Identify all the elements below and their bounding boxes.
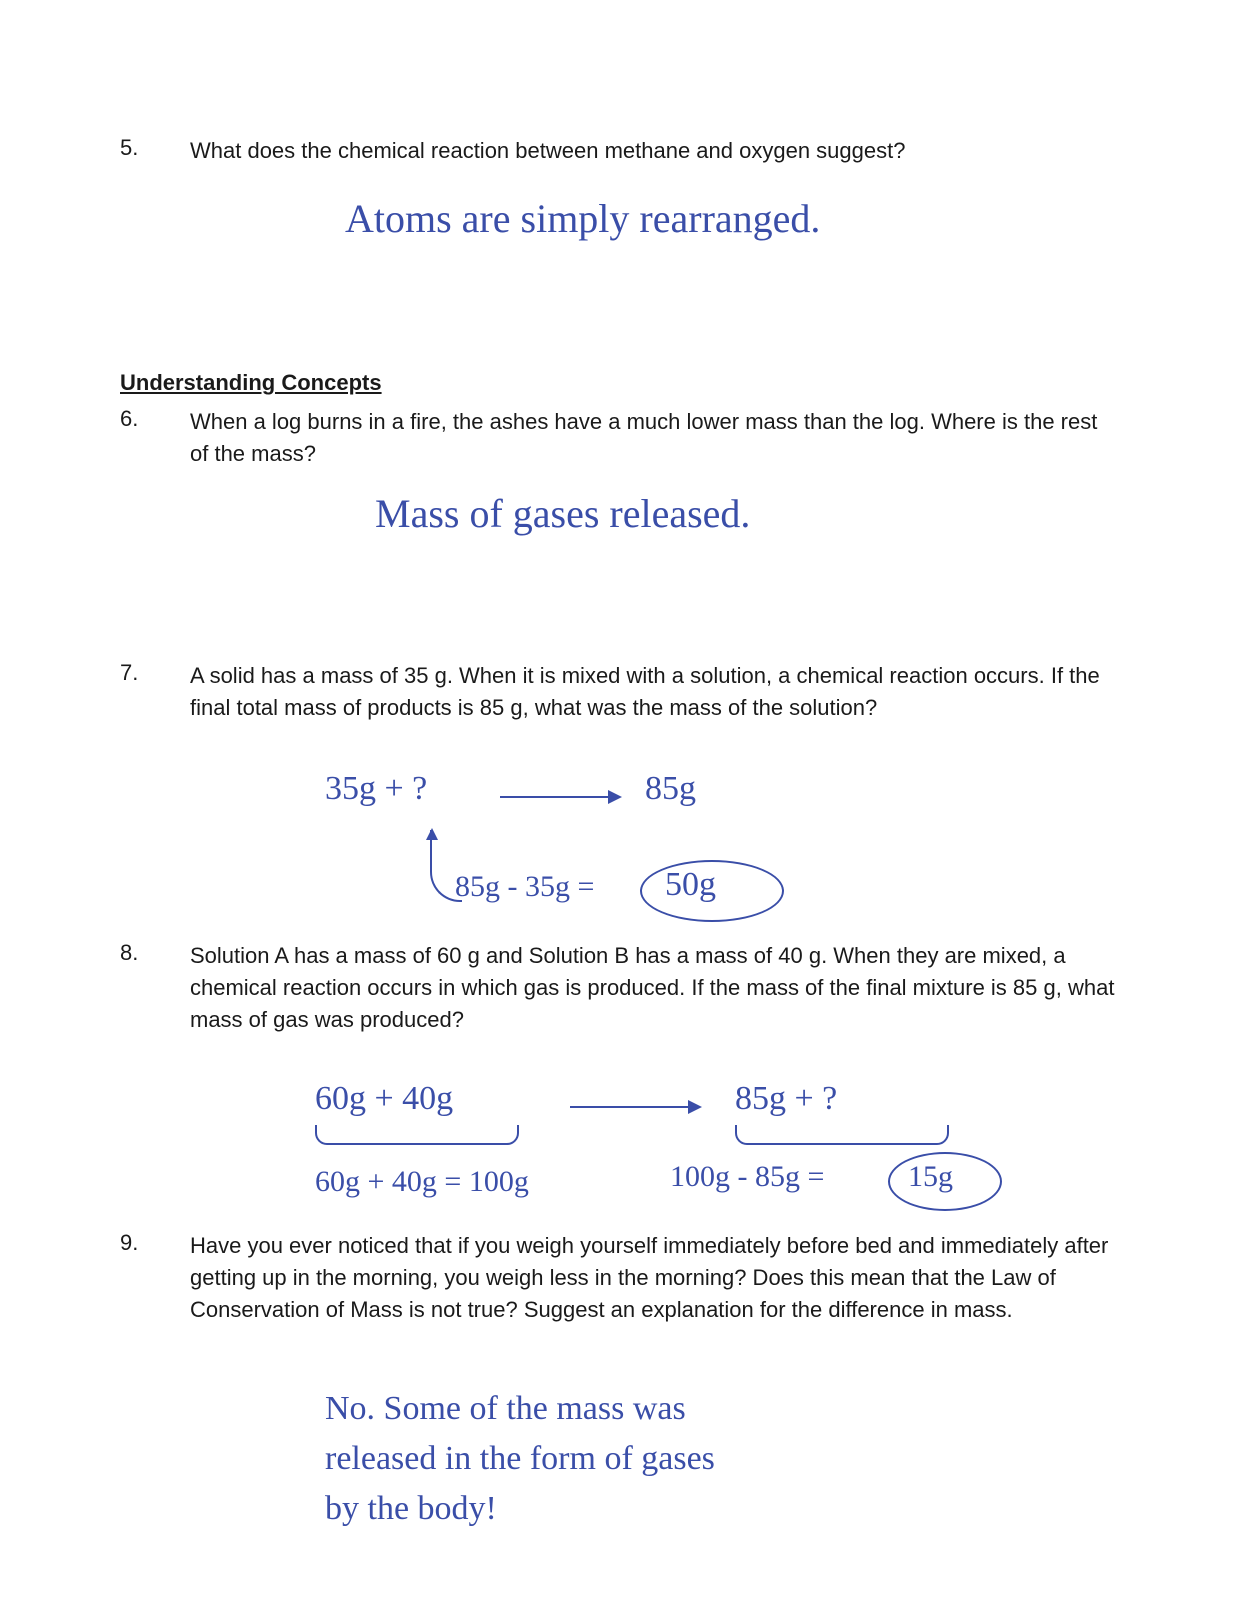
q9-number: 9. [120,1230,138,1256]
q7-work-line2: 85g - 35g = [455,870,594,904]
q8-work-line2-left: 60g + 40g = 100g [315,1165,529,1199]
q8-answer-circle [888,1152,1002,1211]
q8-work-line2-right: 100g - 85g = [670,1160,824,1194]
q8-work-right: 85g + ? [735,1080,837,1118]
q8-brace-right [735,1125,949,1145]
q7-answer-circle [640,860,784,922]
q7-arrow [500,796,620,798]
q8-number: 8. [120,940,138,966]
q9-answer-line2: released in the form of gases [325,1440,715,1478]
q5-text: What does the chemical reaction between … [190,135,1120,167]
q7-work-left: 35g + ? [325,770,427,808]
q9-answer-line3: by the body! [325,1490,497,1528]
q6-text: When a log burns in a fire, the ashes ha… [190,406,1120,470]
worksheet-page: 5. What does the chemical reaction betwe… [0,0,1237,1600]
q7-text: A solid has a mass of 35 g. When it is m… [190,660,1120,724]
q7-work-right: 85g [645,770,696,808]
q7-number: 7. [120,660,138,686]
q8-text: Solution A has a mass of 60 g and Soluti… [190,940,1120,1036]
section-heading: Understanding Concepts [120,370,382,396]
q8-brace-left [315,1125,519,1145]
q8-arrow [570,1106,700,1108]
q5-number: 5. [120,135,138,161]
q9-text: Have you ever noticed that if you weigh … [190,1230,1120,1326]
q6-answer: Mass of gases released. [375,490,750,537]
q5-answer: Atoms are simply rearranged. [345,195,820,242]
q6-number: 6. [120,406,138,432]
q9-answer-line1: No. Some of the mass was [325,1390,686,1428]
q8-work-left: 60g + 40g [315,1080,453,1118]
